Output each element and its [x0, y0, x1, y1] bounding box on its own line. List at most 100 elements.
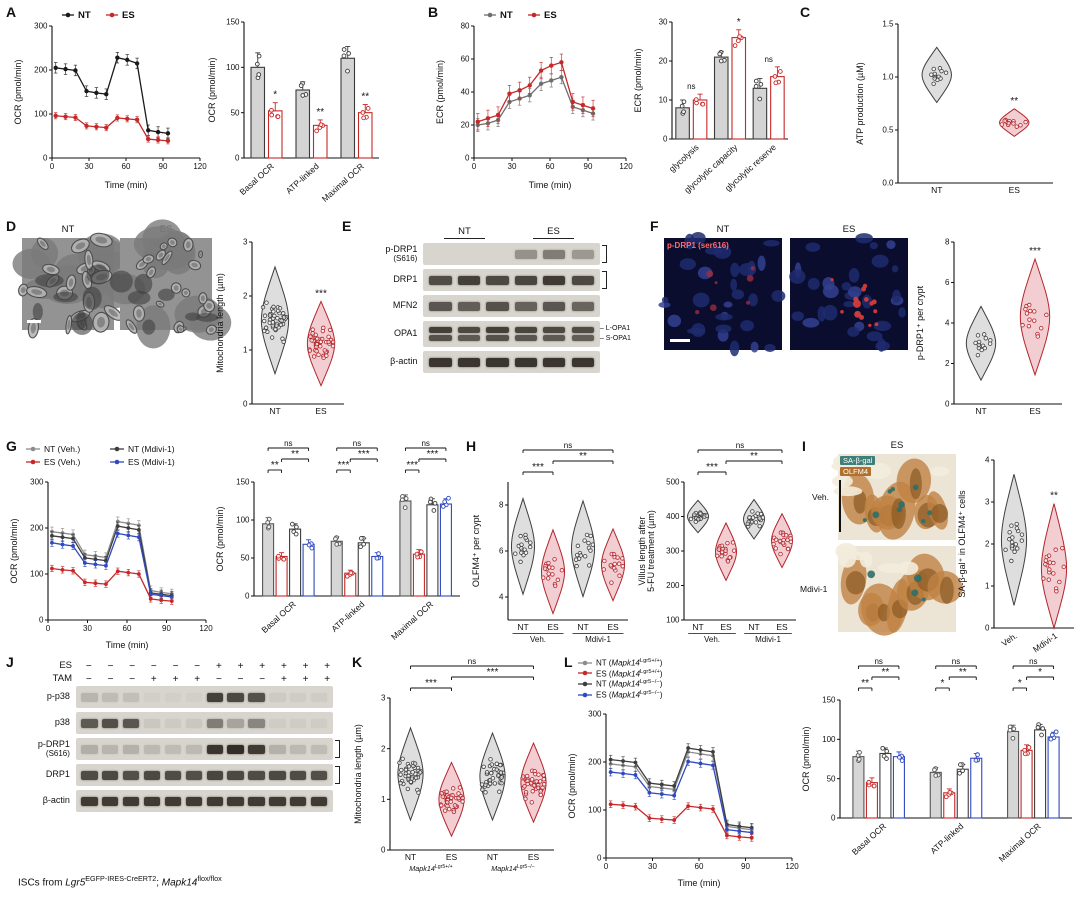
svg-text:ES: ES	[1009, 185, 1021, 195]
svg-text:***: ***	[425, 678, 437, 689]
svg-text:90: 90	[162, 624, 171, 633]
svg-text:**: **	[291, 449, 299, 460]
svg-text:NT: NT	[517, 622, 528, 632]
svg-text:30: 30	[83, 624, 92, 633]
svg-text:**: **	[579, 451, 587, 462]
svg-text:Time (min): Time (min)	[105, 180, 148, 190]
svg-text:90: 90	[159, 162, 168, 171]
svg-text:***: ***	[358, 449, 370, 460]
svg-text:3: 3	[243, 238, 248, 247]
svg-text:6: 6	[945, 278, 950, 287]
svg-text:**: **	[361, 92, 369, 103]
olfm4-chip: OLFM4	[840, 467, 872, 476]
sa-b-gal-chip: SA-β-gal	[840, 456, 876, 465]
svg-text:200: 200	[588, 758, 602, 767]
svg-text:*: *	[1018, 678, 1022, 689]
svg-text:Basal OCR: Basal OCR	[259, 599, 297, 635]
svg-text:ns: ns	[468, 657, 476, 666]
svg-text:OCR (pmol/min): OCR (pmol/min)	[207, 57, 217, 122]
svg-text:Time (min): Time (min)	[529, 180, 572, 190]
panel-letter-k: K	[352, 654, 363, 670]
svg-text:300: 300	[34, 22, 48, 31]
svg-text:***: ***	[315, 288, 327, 299]
panel-d-mito-length-violin: 0 1 2 3 Mitochondria length (µm) NT ES ***	[215, 238, 344, 416]
legend-item: ES (Mapk14Lgr5−/−)	[578, 690, 663, 700]
svg-text:ATP-linked: ATP-linked	[284, 161, 321, 196]
svg-text:Maximal OCR: Maximal OCR	[997, 821, 1043, 864]
svg-text:0: 0	[235, 154, 240, 163]
pdrp1-stain-label: p-DRP1 (ser616)	[667, 241, 729, 250]
svg-text:0: 0	[945, 400, 950, 409]
svg-text:200: 200	[34, 66, 48, 75]
svg-text:Mitochondria length (µm): Mitochondria length (µm)	[353, 724, 363, 824]
svg-text:ns: ns	[564, 441, 572, 450]
svg-text:***: ***	[706, 462, 718, 473]
svg-text:150: 150	[822, 696, 836, 705]
svg-text:**: **	[316, 107, 324, 118]
svg-text:ES: ES	[547, 622, 559, 632]
svg-text:**: **	[882, 667, 890, 678]
blot-row: DRP1	[356, 269, 644, 291]
svg-text:8: 8	[945, 238, 950, 247]
panel-letter-l: L	[564, 654, 573, 670]
svg-text:200: 200	[30, 524, 44, 533]
scale-bar	[670, 339, 690, 342]
svg-text:**: **	[271, 460, 279, 471]
svg-text:120: 120	[619, 162, 633, 171]
svg-text:Mapk14Lgr5−/−: Mapk14Lgr5−/−	[491, 864, 534, 873]
svg-text:80: 80	[461, 22, 470, 31]
panel-g-ocr-bar-chart: 0 50 100 150 OCR (pmol/min) Basal OCR ATP-link…	[215, 439, 460, 642]
svg-text:***: ***	[1029, 246, 1041, 257]
svg-text:Veh.: Veh.	[530, 635, 546, 644]
svg-text:ns: ns	[687, 82, 695, 91]
panel-a-ocr-line-chart: 0 100 200 300 OCR (pmol/min) 0 30 60 90 120 Time (…	[13, 10, 207, 190]
svg-text:*: *	[273, 90, 277, 101]
svg-text:50: 50	[241, 554, 250, 563]
svg-text:100: 100	[30, 570, 44, 579]
panel-k-mito-length-violin: 0 1 2 3 Mitochondria length (µm) NT ES NT ES Mapk…	[353, 657, 554, 873]
svg-text:ns: ns	[353, 439, 361, 448]
svg-text:**: **	[861, 678, 869, 689]
svg-text:0: 0	[39, 616, 44, 625]
svg-text:300: 300	[30, 478, 44, 487]
legend-item: ES (Mapk14Lgr5+/+)	[578, 669, 663, 678]
blot-row: OPA1– L-OPA1– S-OPA1	[356, 321, 644, 347]
blot-row: p-DRP1 (S616)	[14, 738, 348, 760]
svg-text:Time (min): Time (min)	[678, 878, 721, 888]
if-image-nt	[658, 231, 786, 357]
svg-text:**: **	[1050, 491, 1058, 502]
blot-row: β-actin	[14, 790, 348, 812]
legend-item: NT (Veh.)	[26, 442, 110, 455]
svg-text:100: 100	[666, 616, 680, 625]
svg-text:ES: ES	[544, 10, 557, 21]
svg-text:ES: ES	[607, 622, 619, 632]
svg-text:Villus length after: Villus length after	[637, 517, 647, 586]
svg-text:0.5: 0.5	[882, 126, 894, 135]
if-image-es	[789, 233, 908, 352]
svg-text:100: 100	[34, 110, 48, 119]
svg-text:*: *	[737, 17, 741, 28]
panel-letter-b: B	[428, 4, 439, 20]
panel-letter-c: C	[800, 4, 811, 20]
svg-text:4: 4	[945, 319, 950, 328]
svg-text:ns: ns	[764, 55, 772, 64]
svg-text:ES: ES	[1029, 406, 1041, 416]
svg-text:0: 0	[985, 624, 990, 633]
scale-bar	[27, 320, 41, 323]
svg-text:0: 0	[831, 814, 836, 823]
svg-text:4: 4	[985, 456, 990, 465]
svg-text:Maximal OCR: Maximal OCR	[320, 161, 366, 204]
svg-text:NT: NT	[748, 622, 759, 632]
svg-text:200: 200	[666, 581, 680, 590]
svg-text:ATP-linked: ATP-linked	[928, 821, 965, 856]
svg-text:3: 3	[985, 498, 990, 507]
svg-text:ES: ES	[720, 622, 732, 632]
svg-text:60: 60	[122, 162, 131, 171]
svg-text:NT: NT	[692, 622, 703, 632]
svg-text:100: 100	[236, 516, 250, 525]
panel-l-ocr-line-chart: 0 100 200 300 OCR (pmol/min) 0 30 60 90 120 Time (…	[567, 710, 799, 888]
svg-text:90: 90	[584, 162, 593, 171]
svg-text:ns: ns	[284, 439, 292, 448]
panel-j-western-blot: ES − − − − − − + + + + + + TAM − − − + + + − − − + + + p-p38 p38 p-D…	[14, 660, 348, 870]
svg-text:10: 10	[659, 96, 668, 105]
